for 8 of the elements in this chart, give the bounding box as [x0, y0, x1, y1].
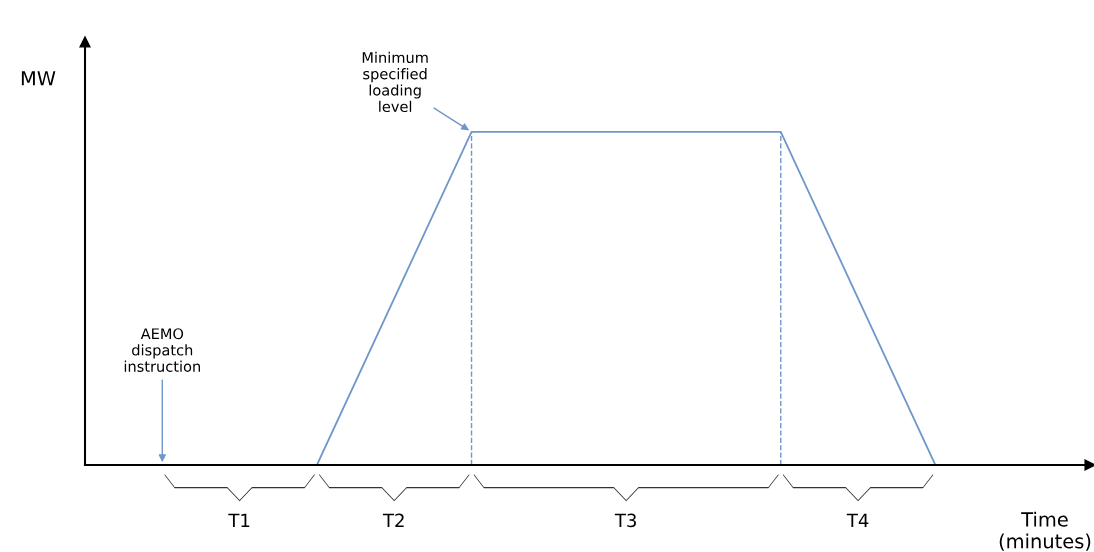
- text: T3: [614, 513, 636, 528]
- annotation: AEMO dispatch instruction: [124, 328, 200, 372]
- x-axis-title: Time (minutes): [999, 511, 1091, 551]
- text: T4: [846, 513, 869, 527]
- text: Minimum specified loading level: [362, 51, 428, 113]
- text: T2: [382, 513, 404, 527]
- text: T1: [228, 513, 250, 527]
- y-axis-title: MW: [21, 71, 56, 86]
